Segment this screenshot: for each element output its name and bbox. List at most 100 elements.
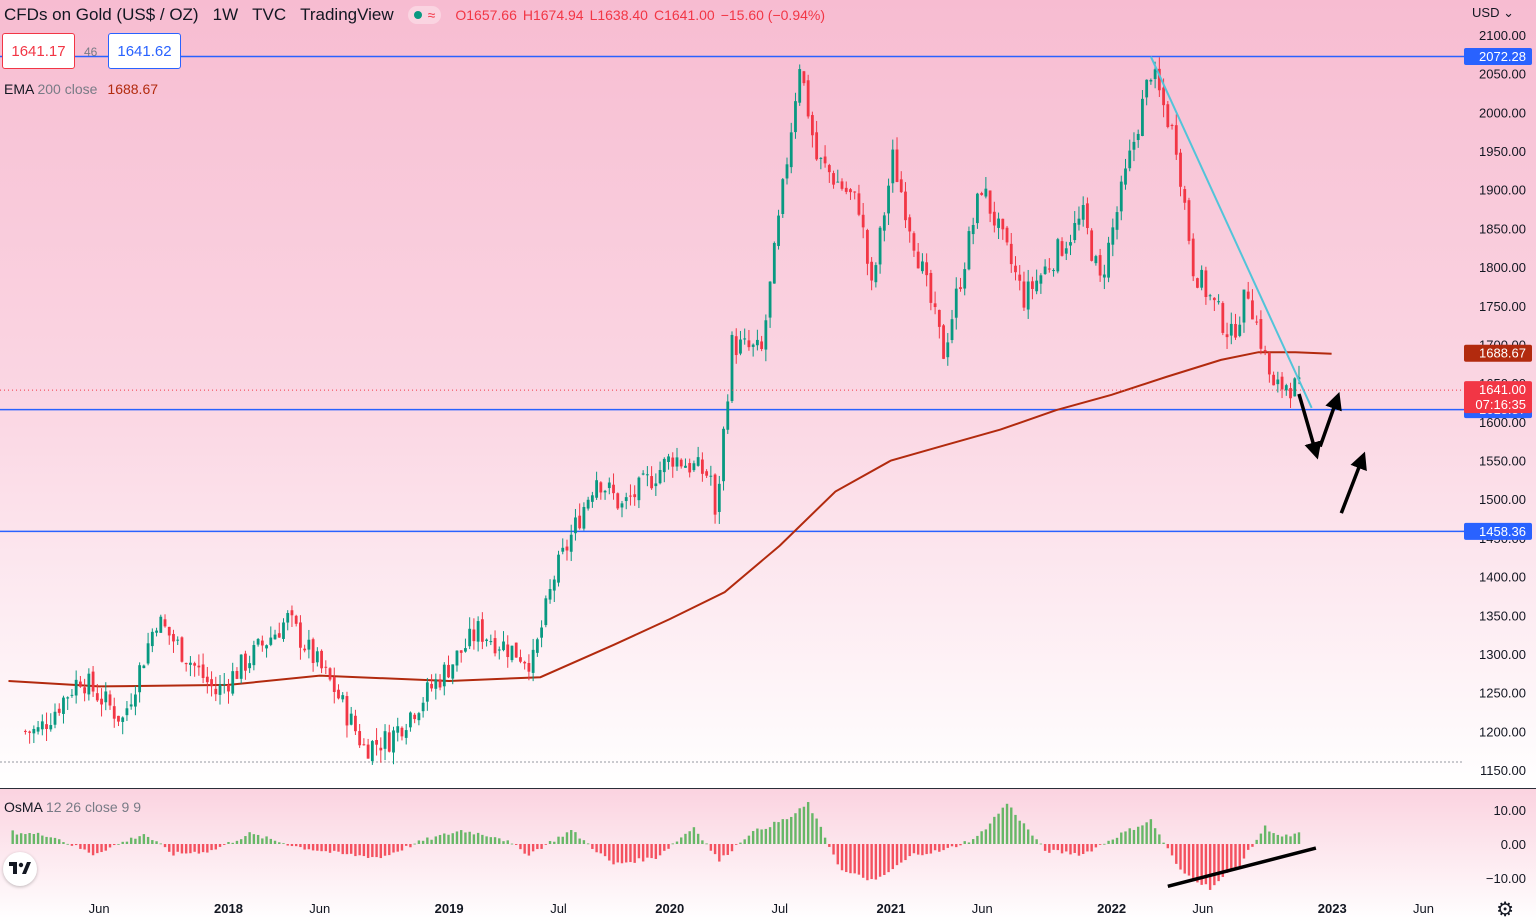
candle-body xyxy=(404,730,408,738)
osma-legend[interactable]: OsMA 12 26 close 9 9 xyxy=(4,799,141,815)
candle-body xyxy=(1170,125,1174,127)
currency-selector[interactable]: USD ⌄ xyxy=(1472,5,1514,21)
candle-body xyxy=(709,475,713,477)
symbol-title[interactable]: CFDs on Gold (US$ / OZ) xyxy=(4,5,199,24)
osma-name: OsMA xyxy=(4,799,43,815)
osma-bar xyxy=(1098,844,1102,845)
y-tick-label: 1200.00 xyxy=(1479,724,1526,739)
buy-button[interactable]: 1641.62 xyxy=(108,33,181,69)
ema-name: EMA xyxy=(4,81,34,97)
osma-y-tick-label: 10.00 xyxy=(1493,803,1526,818)
candle-body xyxy=(535,639,539,653)
candle-body xyxy=(984,188,988,197)
candle-body xyxy=(455,650,459,666)
osma-bar xyxy=(1094,844,1098,848)
osma-bar xyxy=(823,837,827,844)
osma-bar xyxy=(612,844,615,865)
candle-body xyxy=(125,708,129,716)
osma-bar xyxy=(802,806,806,844)
tradingview-logo-icon[interactable] xyxy=(3,852,37,886)
up-arrow-annotation-lower xyxy=(1339,451,1367,514)
candle-body xyxy=(1060,241,1064,256)
candle-body xyxy=(36,727,40,732)
osma-bar xyxy=(324,844,328,852)
candle-body xyxy=(210,679,213,687)
osma-bar xyxy=(912,844,916,854)
candle-body xyxy=(1111,227,1115,245)
osma-bar xyxy=(1073,844,1076,853)
market-open-dot-icon xyxy=(413,11,422,19)
osma-bar xyxy=(184,844,188,854)
candle-body xyxy=(74,679,78,696)
x-tick-label: Jun xyxy=(972,901,993,916)
market-status[interactable]: ≈ xyxy=(407,6,442,24)
candle-body xyxy=(899,179,903,193)
candle-body xyxy=(362,744,366,746)
candle-body xyxy=(971,224,975,235)
osma-bar xyxy=(1234,844,1237,868)
candle-body xyxy=(1009,243,1013,265)
osma-bar xyxy=(168,844,171,852)
y-tick-label: 1750.00 xyxy=(1479,299,1526,314)
osma-bar xyxy=(142,834,146,844)
candle-body xyxy=(497,649,501,651)
candle-body xyxy=(146,643,150,664)
candle-body xyxy=(358,731,362,746)
gear-icon[interactable]: ⚙ xyxy=(1496,899,1514,921)
osma-bar xyxy=(265,836,268,844)
osma-bar xyxy=(540,844,543,849)
hline-price-tag-bg xyxy=(1464,522,1532,540)
candle-body xyxy=(713,474,717,515)
osma-bar xyxy=(929,844,933,854)
candle-body xyxy=(1289,388,1292,399)
candle-body xyxy=(1162,87,1165,106)
osma-bar xyxy=(430,839,433,844)
osma-bar xyxy=(28,833,31,844)
candle-body xyxy=(942,325,945,359)
candle-body xyxy=(442,664,446,687)
osma-bar xyxy=(675,841,679,844)
sell-button[interactable]: 1641.17 xyxy=(2,33,75,69)
candle-body xyxy=(1246,291,1250,299)
osma-bar xyxy=(358,844,361,856)
candle-body xyxy=(1229,323,1233,336)
osma-bar xyxy=(383,844,387,856)
osma-bar xyxy=(1060,844,1064,854)
osma-bar xyxy=(1120,832,1123,844)
candle-body xyxy=(370,741,374,762)
candle-body xyxy=(569,534,573,552)
up-arrow-annotation xyxy=(1318,392,1342,448)
osma-bar xyxy=(625,844,628,863)
osma-bar xyxy=(747,835,751,844)
y-tick-label: 1500.00 xyxy=(1479,492,1526,507)
candle-body xyxy=(743,338,747,340)
candle-body xyxy=(121,717,125,722)
ema-value: 1688.67 xyxy=(107,81,159,97)
candle-body xyxy=(1052,270,1055,272)
candle-body xyxy=(768,281,772,318)
osma-bar xyxy=(680,837,683,844)
ema-legend[interactable]: EMA 200 close 1688.67 xyxy=(4,81,158,97)
candle-body xyxy=(1039,275,1043,284)
descending-trendline xyxy=(1149,56,1313,409)
osma-bar xyxy=(527,844,531,856)
candle-body xyxy=(1234,324,1237,338)
candle-body xyxy=(730,334,734,402)
candle-body xyxy=(379,747,383,751)
osma-bar xyxy=(455,831,459,844)
interval-label[interactable]: 1W xyxy=(212,5,239,24)
candle-body xyxy=(117,715,120,722)
osma-bar xyxy=(586,843,590,845)
candle-body xyxy=(912,233,916,251)
candle-body xyxy=(32,728,36,734)
ohlc-close: C1641.00 xyxy=(653,7,715,23)
osma-bar xyxy=(1103,843,1106,845)
osma-bar xyxy=(764,828,768,844)
osma-bar xyxy=(244,836,247,844)
osma-bar xyxy=(1031,835,1034,844)
candle-body xyxy=(976,193,979,224)
osma-bar xyxy=(1043,844,1047,851)
hline-price-tag: 2072.28 xyxy=(1464,47,1532,65)
candle-body xyxy=(485,639,488,641)
